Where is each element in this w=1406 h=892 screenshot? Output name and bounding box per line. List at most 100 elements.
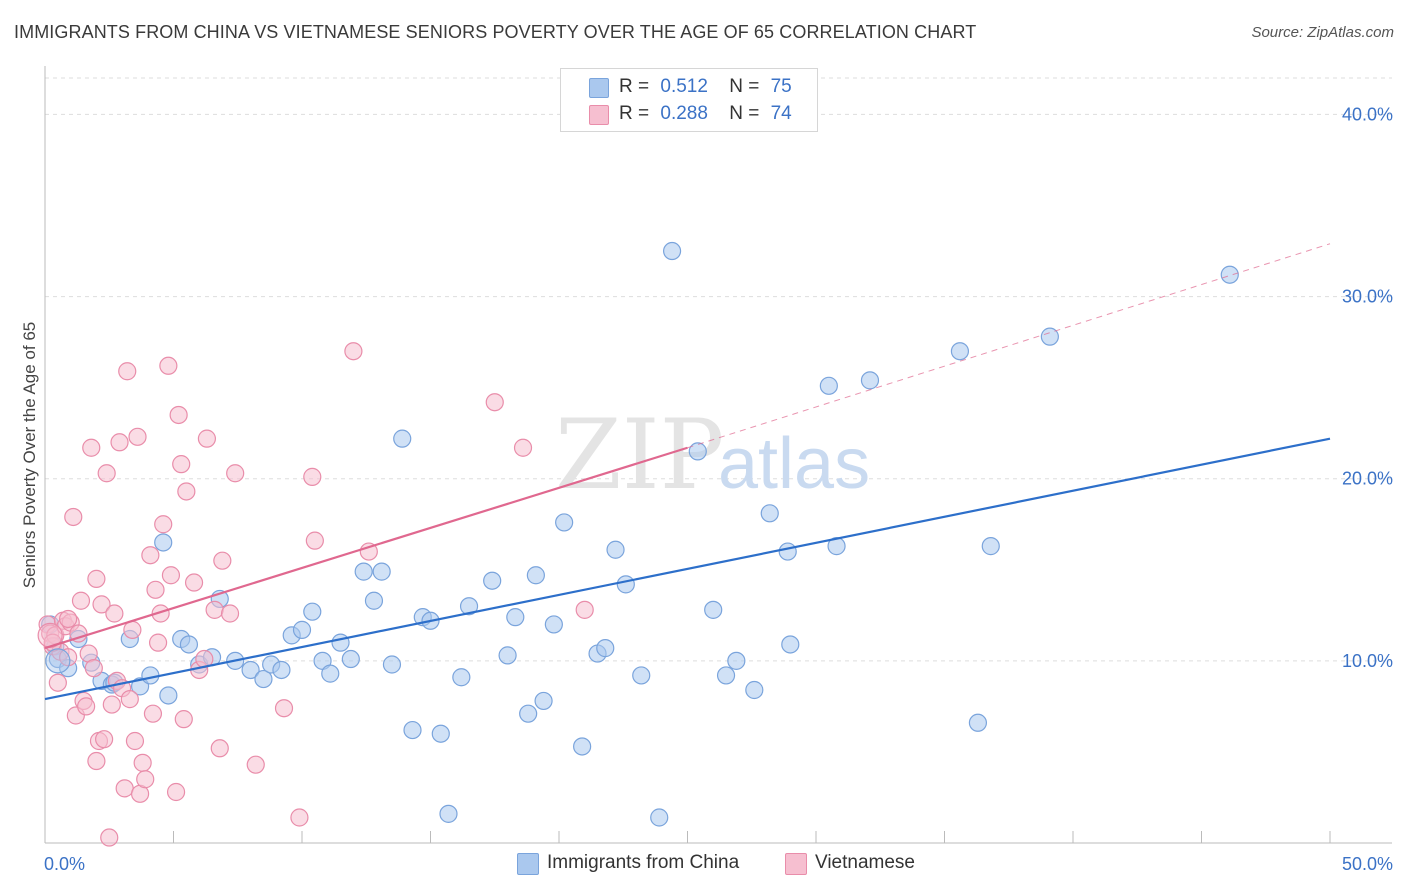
china-point [483,571,502,590]
china-point [431,724,450,743]
vietnamese-point [161,566,181,585]
china-point [727,651,746,670]
vietnamese-point [205,600,224,619]
china-point [364,591,384,610]
vietnamese-point [87,569,106,588]
china-point [452,668,471,687]
china-point [354,562,373,581]
vietnamese-point [59,609,78,629]
china-swatch [589,78,609,98]
china-point [498,646,517,665]
vietnamese-point [87,751,106,771]
vietnamese-point [120,690,139,709]
vietnamese-point [115,779,134,798]
china-point [781,635,800,654]
vietnamese-point [95,730,114,749]
chart-title: IMMIGRANTS FROM CHINA VS VIETNAMESE SENI… [14,22,977,42]
china-point [688,442,707,461]
vietnamese-point [82,438,101,457]
vietnamese-point [513,438,533,457]
series-legend: Immigrants from China Vietnamese [0,851,1406,879]
vietnamese-point [84,659,103,678]
china-point [981,537,1000,556]
china-point [745,680,764,700]
trend-layer [44,243,1331,701]
china-point [506,608,525,627]
china-point [292,620,312,639]
vietnamese-point [59,648,78,667]
vietnamese-point [166,782,186,802]
china-point [272,660,291,680]
china-point [459,597,479,616]
china-trend-line [44,437,1331,701]
china-point [716,666,736,685]
china-point [341,649,360,669]
vietnamese-trend-extension [687,243,1331,449]
china-point [616,575,635,594]
china-point [632,666,651,685]
n-label: N = [729,103,760,124]
watermark: ZIP atlas [555,399,870,511]
vietnamese-swatch [589,105,609,125]
vietnamese-point [159,356,178,375]
vietnamese-point [485,393,504,412]
vietnamese-point [110,433,129,452]
china-point [534,691,553,711]
vietnamese-point [575,600,594,619]
vietnamese-point [77,697,96,716]
china-point [860,371,880,390]
vietnamese-point [102,695,121,714]
vietnamese-point [184,573,204,592]
n-value-china: 75 [770,76,792,97]
vietnamese-point [226,464,245,483]
china-point [393,429,412,448]
china-point [1220,265,1239,284]
china-point [45,648,71,674]
china-point [573,737,592,756]
vietnamese-point [141,546,160,565]
y-tick-label: 30.0% [1342,287,1393,307]
china-point [439,804,458,823]
vietnamese-point [123,620,142,639]
x-tick-label: 50.0% [1342,854,1393,874]
vietnamese-point [105,604,124,623]
y-tick-label: 10.0% [1342,651,1393,671]
n-value-vietnamese: 74 [770,103,792,124]
vietnamese-point [71,591,91,610]
vietnamese-point [169,405,188,425]
china-point [382,655,402,674]
vietnamese-point [344,342,363,361]
vietnamese-point [118,362,137,381]
vietnamese-point [146,580,165,599]
china-point [403,720,422,740]
vietnamese-point [48,673,67,692]
vietnamese-point [133,753,152,772]
y-tick-label: 20.0% [1342,469,1393,489]
vietnamese-point [64,507,83,527]
vietnamese-point [69,624,88,643]
vietnamese-point [246,755,265,774]
vietnamese-point [148,633,168,652]
china-point [704,600,723,619]
vietnamese-point [97,464,116,483]
china-point [321,664,340,683]
china-point [241,660,260,680]
china-point [526,566,545,585]
vietnamese-point [177,482,196,501]
legend-label-vietnamese: Vietnamese [815,852,915,873]
china-point [372,562,391,581]
watermark-atlas: atlas [718,424,870,504]
axes [44,66,1392,844]
vietnamese-point [151,604,170,623]
vietnamese-point [154,515,173,534]
vietnamese-trend-line [44,446,688,650]
vietnamese-legend-swatch [785,853,807,875]
grid-layer [45,77,1392,662]
r-value-vietnamese: 0.288 [660,103,708,124]
china-point [179,635,199,654]
china-point [650,808,669,827]
points-layer [37,241,1239,847]
vietnamese-point [305,531,324,550]
vietnamese-point [125,731,145,751]
